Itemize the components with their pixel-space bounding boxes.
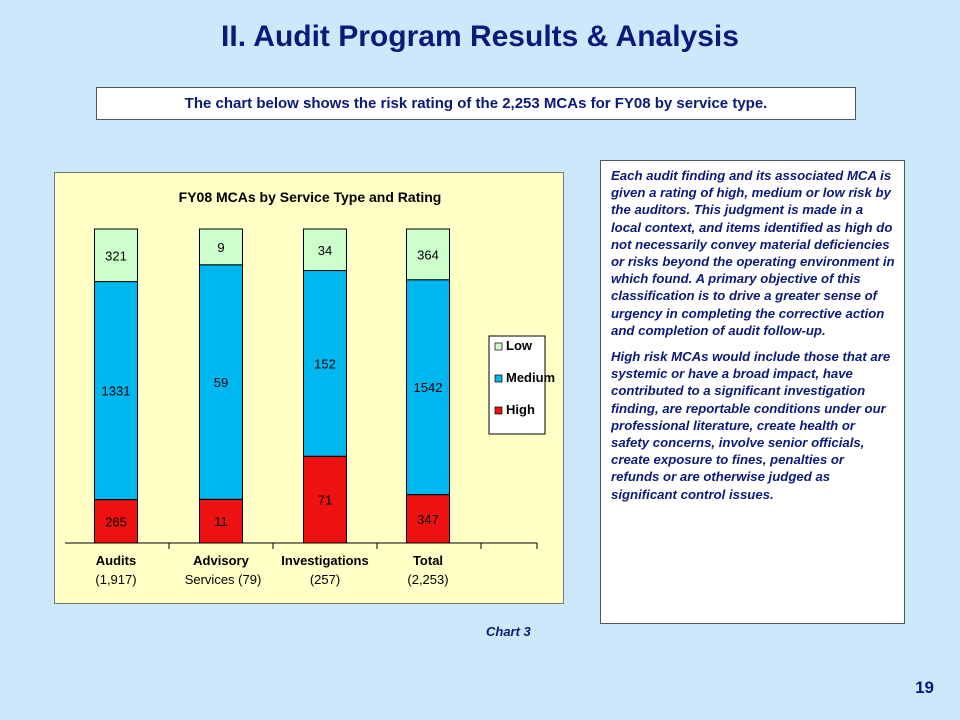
category-label: Services (79)	[185, 572, 262, 587]
page-number: 19	[915, 678, 934, 697]
data-label: 9	[217, 240, 224, 255]
data-label: 11	[214, 514, 228, 529]
data-label: 265	[105, 514, 127, 529]
legend-label-high: High	[506, 402, 535, 417]
data-label: 71	[318, 493, 332, 508]
notes-paragraph-1: Each audit finding and its associated MC…	[611, 168, 895, 338]
bar-segment-high	[406, 494, 450, 544]
bar-segment-high	[199, 498, 243, 544]
stacked-bar-chart: FY08 MCAs by Service Type and Rating 265…	[65, 189, 555, 587]
legend-label-medium: Medium	[506, 370, 555, 385]
bar-segment-low	[199, 228, 243, 266]
bar-segment-medium	[94, 281, 138, 501]
data-label: 34	[318, 243, 332, 258]
data-label: 364	[417, 247, 439, 262]
chart-panel: FY08 MCAs by Service Type and Rating 265…	[54, 172, 564, 604]
data-label: 152	[314, 356, 336, 371]
category-label: (2,253)	[407, 572, 448, 587]
category-label: Total	[413, 553, 443, 568]
legend-box	[488, 335, 546, 435]
bar-segment-low	[303, 228, 347, 272]
data-label: 59	[214, 375, 228, 390]
bar-segment-medium	[406, 279, 450, 496]
notes-box: Each audit finding and its associated MC…	[600, 160, 905, 624]
data-label: 321	[105, 248, 127, 263]
bar-segment-medium	[199, 264, 243, 500]
data-label: 1542	[414, 380, 443, 395]
legend-label-low: Low	[506, 338, 533, 353]
chart-description-box: The chart below shows the risk rating of…	[96, 87, 856, 120]
category-label: (1,917)	[95, 572, 136, 587]
chart-caption: Chart 3	[486, 624, 531, 639]
bar-segment-high	[94, 499, 138, 544]
data-label: 1331	[102, 384, 131, 399]
slide-title: II. Audit Program Results & Analysis	[221, 20, 739, 53]
legend-swatch-high	[494, 406, 503, 415]
chart-description: The chart below shows the risk rating of…	[184, 95, 768, 112]
legend-swatch-low	[494, 342, 503, 351]
data-label: 347	[417, 512, 439, 527]
category-label: (257)	[310, 572, 340, 587]
notes-paragraph-2: High risk MCAs would include those that …	[611, 349, 891, 502]
chart-title: FY08 MCAs by Service Type and Rating	[179, 189, 442, 205]
bar-segment-low	[94, 228, 138, 283]
category-label: Investigations	[281, 553, 368, 568]
category-label: Audits	[96, 553, 136, 568]
legend-swatch-medium	[494, 374, 503, 383]
bar-segment-medium	[303, 270, 347, 457]
category-label: Advisory	[193, 553, 249, 568]
bar-segment-low	[406, 228, 450, 281]
